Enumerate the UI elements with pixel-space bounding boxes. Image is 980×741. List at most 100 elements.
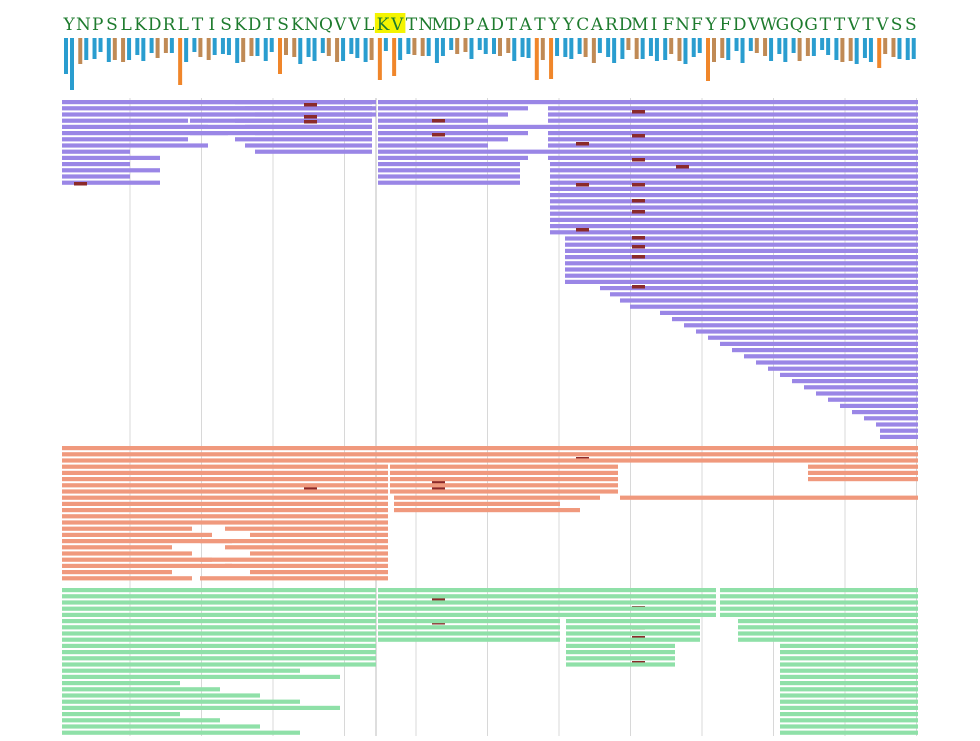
coverage-bar: [877, 38, 882, 68]
coverage-bar: [406, 38, 411, 54]
residue-letter: D: [490, 15, 504, 35]
sequence-track: Y N P S L K D R L T I S K D T S K N Q V V L K V T NMD P A D T A T Y Y C A R D…: [63, 13, 917, 35]
coverage-bar: [569, 38, 574, 59]
read-segment: [548, 112, 918, 117]
residue-letter: W: [759, 15, 777, 35]
mutation-mark: [304, 120, 317, 124]
read-segment: [780, 699, 918, 704]
read-segment: [378, 149, 548, 154]
read-segment: [565, 248, 918, 253]
coverage-bar: [440, 38, 445, 56]
read-segment: [378, 162, 520, 167]
coverage-bar: [326, 38, 331, 56]
coverage-bar: [606, 38, 611, 57]
coverage-bar: [791, 38, 796, 53]
mutation-mark: [632, 110, 645, 114]
read-segment: [62, 570, 172, 575]
read-segment: [548, 143, 918, 148]
read-segment: [660, 310, 918, 315]
read-segment: [62, 625, 376, 630]
read-segment: [62, 477, 388, 482]
read-segment: [62, 458, 918, 463]
coverage-bar: [377, 38, 382, 80]
read-segment: [852, 410, 918, 415]
coverage-bar: [706, 38, 710, 81]
mutation-mark: [432, 133, 445, 137]
read-segment: [780, 662, 918, 667]
coverage-bar: [777, 38, 782, 54]
read-segment: [548, 149, 918, 154]
read-segment: [62, 588, 376, 593]
read-segment: [720, 341, 918, 346]
coverage-bar: [278, 38, 282, 74]
read-segment: [62, 168, 160, 173]
coverage-bar: [805, 38, 810, 56]
read-segment: [565, 236, 918, 241]
coverage-bar: [349, 38, 354, 54]
read-segment: [225, 545, 388, 550]
residue-letter: T: [834, 15, 846, 35]
coverage-bar: [477, 38, 482, 50]
read-segment: [62, 637, 376, 642]
read-segment: [62, 539, 232, 544]
read-segment: [62, 526, 192, 531]
read-segment: [880, 428, 918, 433]
read-segment: [62, 162, 130, 167]
mutation-mark: [432, 597, 445, 601]
read-segment: [245, 124, 372, 129]
mutation-mark: [432, 481, 445, 485]
coverage-bar: [263, 38, 268, 61]
residue-letter: Y: [562, 15, 575, 35]
read-segment: [550, 193, 918, 198]
read-segment: [62, 650, 376, 655]
residue-letter: S: [106, 15, 118, 35]
read-segment: [565, 267, 918, 272]
read-segment: [828, 397, 918, 402]
read-segment: [550, 168, 918, 173]
coverage-bar: [663, 38, 668, 60]
residue-letter: S: [905, 15, 917, 35]
residue-letter: A: [476, 15, 490, 35]
coverage-bar: [220, 38, 225, 54]
coverage-bar: [92, 38, 97, 59]
read-segment: [62, 730, 300, 735]
read-segment: [780, 724, 918, 729]
read-segment: [378, 180, 520, 185]
alignment-group-green: [62, 588, 918, 735]
read-segment: [738, 637, 918, 642]
read-segment: [245, 143, 372, 148]
coverage-bar: [84, 38, 89, 60]
coverage-bar: [840, 38, 845, 62]
read-segment: [250, 551, 388, 556]
read-segment: [378, 625, 560, 630]
residue-letter: I: [208, 15, 215, 35]
read-segment: [62, 718, 220, 723]
residue-letter: L: [121, 15, 132, 35]
coverage-bar: [434, 38, 439, 63]
coverage-bar: [483, 38, 488, 54]
read-segment: [62, 712, 180, 717]
read-segment: [792, 379, 918, 384]
coverage-bar: [905, 38, 910, 60]
residue-letter: T: [534, 15, 546, 35]
mutation-mark: [632, 236, 645, 240]
residue-letter: P: [92, 15, 103, 35]
residue-letter: K: [234, 15, 247, 35]
coverage-bar: [363, 38, 368, 62]
read-segment: [390, 489, 618, 494]
read-segment: [62, 180, 160, 185]
residue-letter: Y: [548, 15, 561, 35]
coverage-bar: [369, 38, 374, 60]
coverage-bar: [526, 38, 531, 58]
coverage-bar: [677, 38, 682, 61]
read-segment: [768, 366, 918, 371]
residue-letter: V: [347, 15, 361, 35]
read-segment: [808, 470, 918, 475]
read-segment: [62, 131, 228, 136]
coverage-bar-track: [64, 38, 916, 90]
read-segment: [378, 600, 716, 605]
residue-letter: T: [263, 15, 275, 35]
coverage-bar: [583, 38, 588, 57]
coverage-bar: [577, 38, 582, 54]
residue-letter: T: [862, 15, 874, 35]
